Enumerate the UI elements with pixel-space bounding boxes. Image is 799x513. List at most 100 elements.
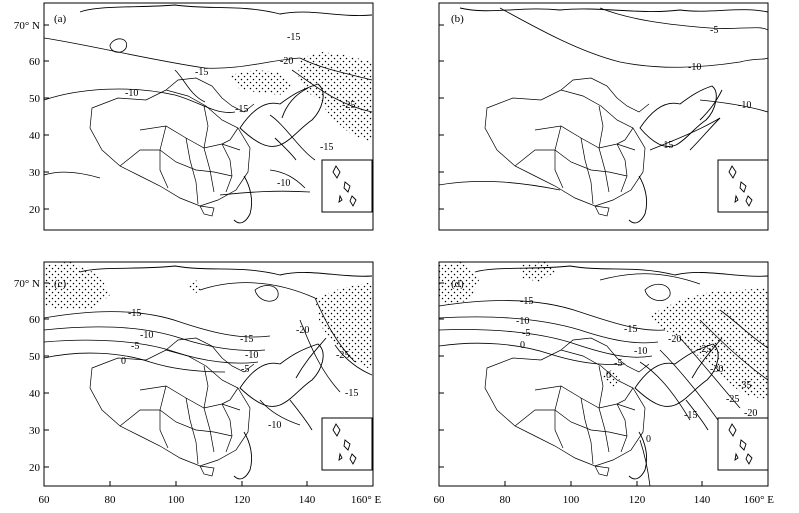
contour-label: -20 — [744, 408, 757, 419]
panel-a-china-provinces — [89, 77, 255, 217]
panel-b-frame — [438, 2, 769, 231]
panel-d-coastlines — [474, 265, 769, 480]
contour-label: -10 — [738, 100, 751, 111]
contour-label: -10 — [268, 420, 281, 431]
y-tick-label: 50 — [29, 351, 41, 363]
x-tick-label: 160° E — [351, 494, 382, 506]
contour-label: -5 — [522, 328, 530, 339]
panel-d-china-provinces — [484, 337, 650, 477]
contour-label: -10 — [245, 350, 258, 361]
contour-label: -20 — [296, 325, 309, 336]
panel-a-contour-labels: -15 -15 -20 -10 -15 -25 -15 -10 — [125, 32, 355, 189]
contour-label: -35 — [738, 380, 751, 391]
contour-label: -15 — [287, 32, 300, 43]
panel-c-inset-islands — [332, 423, 357, 465]
panel-b: (b) -5 -10 -10 -15 — [438, 2, 769, 231]
contour-label: -15 — [345, 388, 358, 399]
contour-label: 0 — [606, 370, 611, 381]
x-axis-ticks — [43, 481, 769, 486]
panel-b-china-provinces — [484, 77, 650, 217]
contour-label: -15 — [320, 142, 333, 153]
y-tick-label: 30 — [29, 167, 41, 179]
x-tick-label: 140 — [299, 494, 316, 506]
panel-c-contours — [43, 282, 373, 426]
contour-label: -5 — [241, 364, 249, 375]
x-tick-label: 100 — [563, 494, 580, 506]
y-tick-label: 30 — [29, 425, 41, 437]
y-tick-label: 50 — [29, 93, 41, 105]
contour-label: -20 — [668, 334, 681, 345]
x-tick-label: 120 — [234, 494, 251, 506]
contour-label: 0 — [520, 340, 525, 351]
panel-d-label: (d) — [451, 278, 464, 290]
panel-d-inset-frame — [717, 417, 769, 471]
panel-a-contours — [43, 37, 373, 196]
panel-b-inset-frame — [717, 159, 769, 213]
panel-c-contour-labels: -15 -10 -5 0 -15 -20 -25 -10 -5 -15 -10 — [121, 308, 358, 431]
contour-label: 0 — [121, 356, 126, 367]
x-tick-label: 140 — [694, 494, 711, 506]
x-tick-label: 80 — [500, 494, 512, 506]
x-tick-label: 80 — [105, 494, 117, 506]
panel-d-contour-labels: -15 -10 -5 0 -15 -20 -10 -5 0 -25 -30 -3… — [516, 296, 757, 445]
y-tick-labels-panel-c: 70° N 60 50 40 30 20 — [14, 278, 41, 474]
contour-label: -25 — [698, 344, 711, 355]
panel-a-inset-frame — [321, 159, 373, 213]
contour-label: -5 — [710, 25, 718, 36]
panel-a-frame — [43, 2, 374, 231]
panel-a-stipple — [230, 52, 372, 142]
contour-label: -10 — [516, 316, 529, 327]
x-tick-label: 60 — [39, 494, 51, 506]
contour-label: -15 — [624, 324, 637, 335]
x-tick-label: 60 — [434, 494, 446, 506]
contour-label: -10 — [688, 62, 701, 73]
contour-label: -15 — [660, 140, 673, 151]
contour-label: -30 — [710, 364, 723, 375]
contour-label: -10 — [140, 330, 153, 341]
panel-a-coastlines — [79, 4, 373, 224]
panel-b-coastlines — [459, 7, 769, 224]
x-tick-label: 100 — [168, 494, 185, 506]
panel-d-stipple — [439, 262, 768, 400]
contour-label: -15 — [240, 334, 253, 345]
contour-label: -10 — [277, 178, 290, 189]
panel-c: (c) -15 -10 -5 0 -15 -20 -25 -10 -5 -15 … — [43, 261, 374, 487]
panel-a: (a) -15 -15 -20 -10 -15 -25 -15 -10 — [43, 2, 374, 231]
panel-a-label: (a) — [54, 13, 67, 25]
contour-label: -20 — [280, 56, 293, 67]
panel-c-coastlines — [79, 265, 373, 480]
contour-label: -15 — [520, 296, 533, 307]
panel-d-inset-islands — [728, 423, 753, 465]
contour-label: -25 — [726, 394, 739, 405]
x-tick-label: 160° E — [744, 494, 775, 506]
panel-b-contour-labels: -5 -10 -10 -15 — [660, 25, 751, 151]
panel-c-china-provinces — [89, 337, 255, 477]
y-tick-label: 60 — [29, 56, 41, 68]
contour-label: -15 — [684, 410, 697, 421]
y-tick-label: 20 — [29, 462, 41, 474]
y-tick-label: 70° N — [14, 20, 40, 32]
x-tick-labels-right: 60 80 100 120 140 160° E — [434, 494, 775, 506]
x-tick-label: 120 — [629, 494, 646, 506]
panel-a-inset-islands — [332, 165, 357, 207]
contour-label: -10 — [634, 346, 647, 357]
panel-d: (d) -15 -10 -5 0 -15 -20 -10 -5 0 -25 -3… — [438, 261, 769, 487]
panel-c-inset-frame — [321, 417, 373, 471]
y-tick-label: 40 — [29, 388, 41, 400]
y-tick-labels-panel-a: 70° N 60 50 40 30 20 — [14, 20, 41, 216]
panel-b-label: (b) — [451, 13, 464, 25]
y-tick-label: 70° N — [14, 278, 40, 290]
contour-label: -25 — [342, 100, 355, 111]
contour-label: -10 — [125, 88, 138, 99]
panel-b-contours — [438, 7, 769, 191]
contour-label: -25 — [336, 350, 349, 361]
contour-label: -15 — [195, 67, 208, 78]
contour-label: -5 — [614, 358, 622, 369]
x-tick-labels-left: 60 80 100 120 140 160° E — [39, 494, 382, 506]
contour-label: -15 — [128, 308, 141, 319]
y-axis-ticks-left — [44, 24, 444, 468]
contour-label: 0 — [646, 434, 651, 445]
y-tick-label: 40 — [29, 130, 41, 142]
panel-c-label: (c) — [54, 278, 67, 290]
